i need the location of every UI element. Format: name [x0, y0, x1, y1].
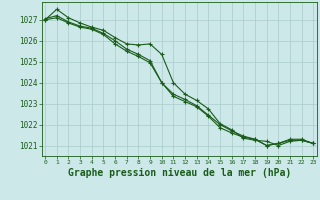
X-axis label: Graphe pression niveau de la mer (hPa): Graphe pression niveau de la mer (hPa): [68, 168, 291, 178]
